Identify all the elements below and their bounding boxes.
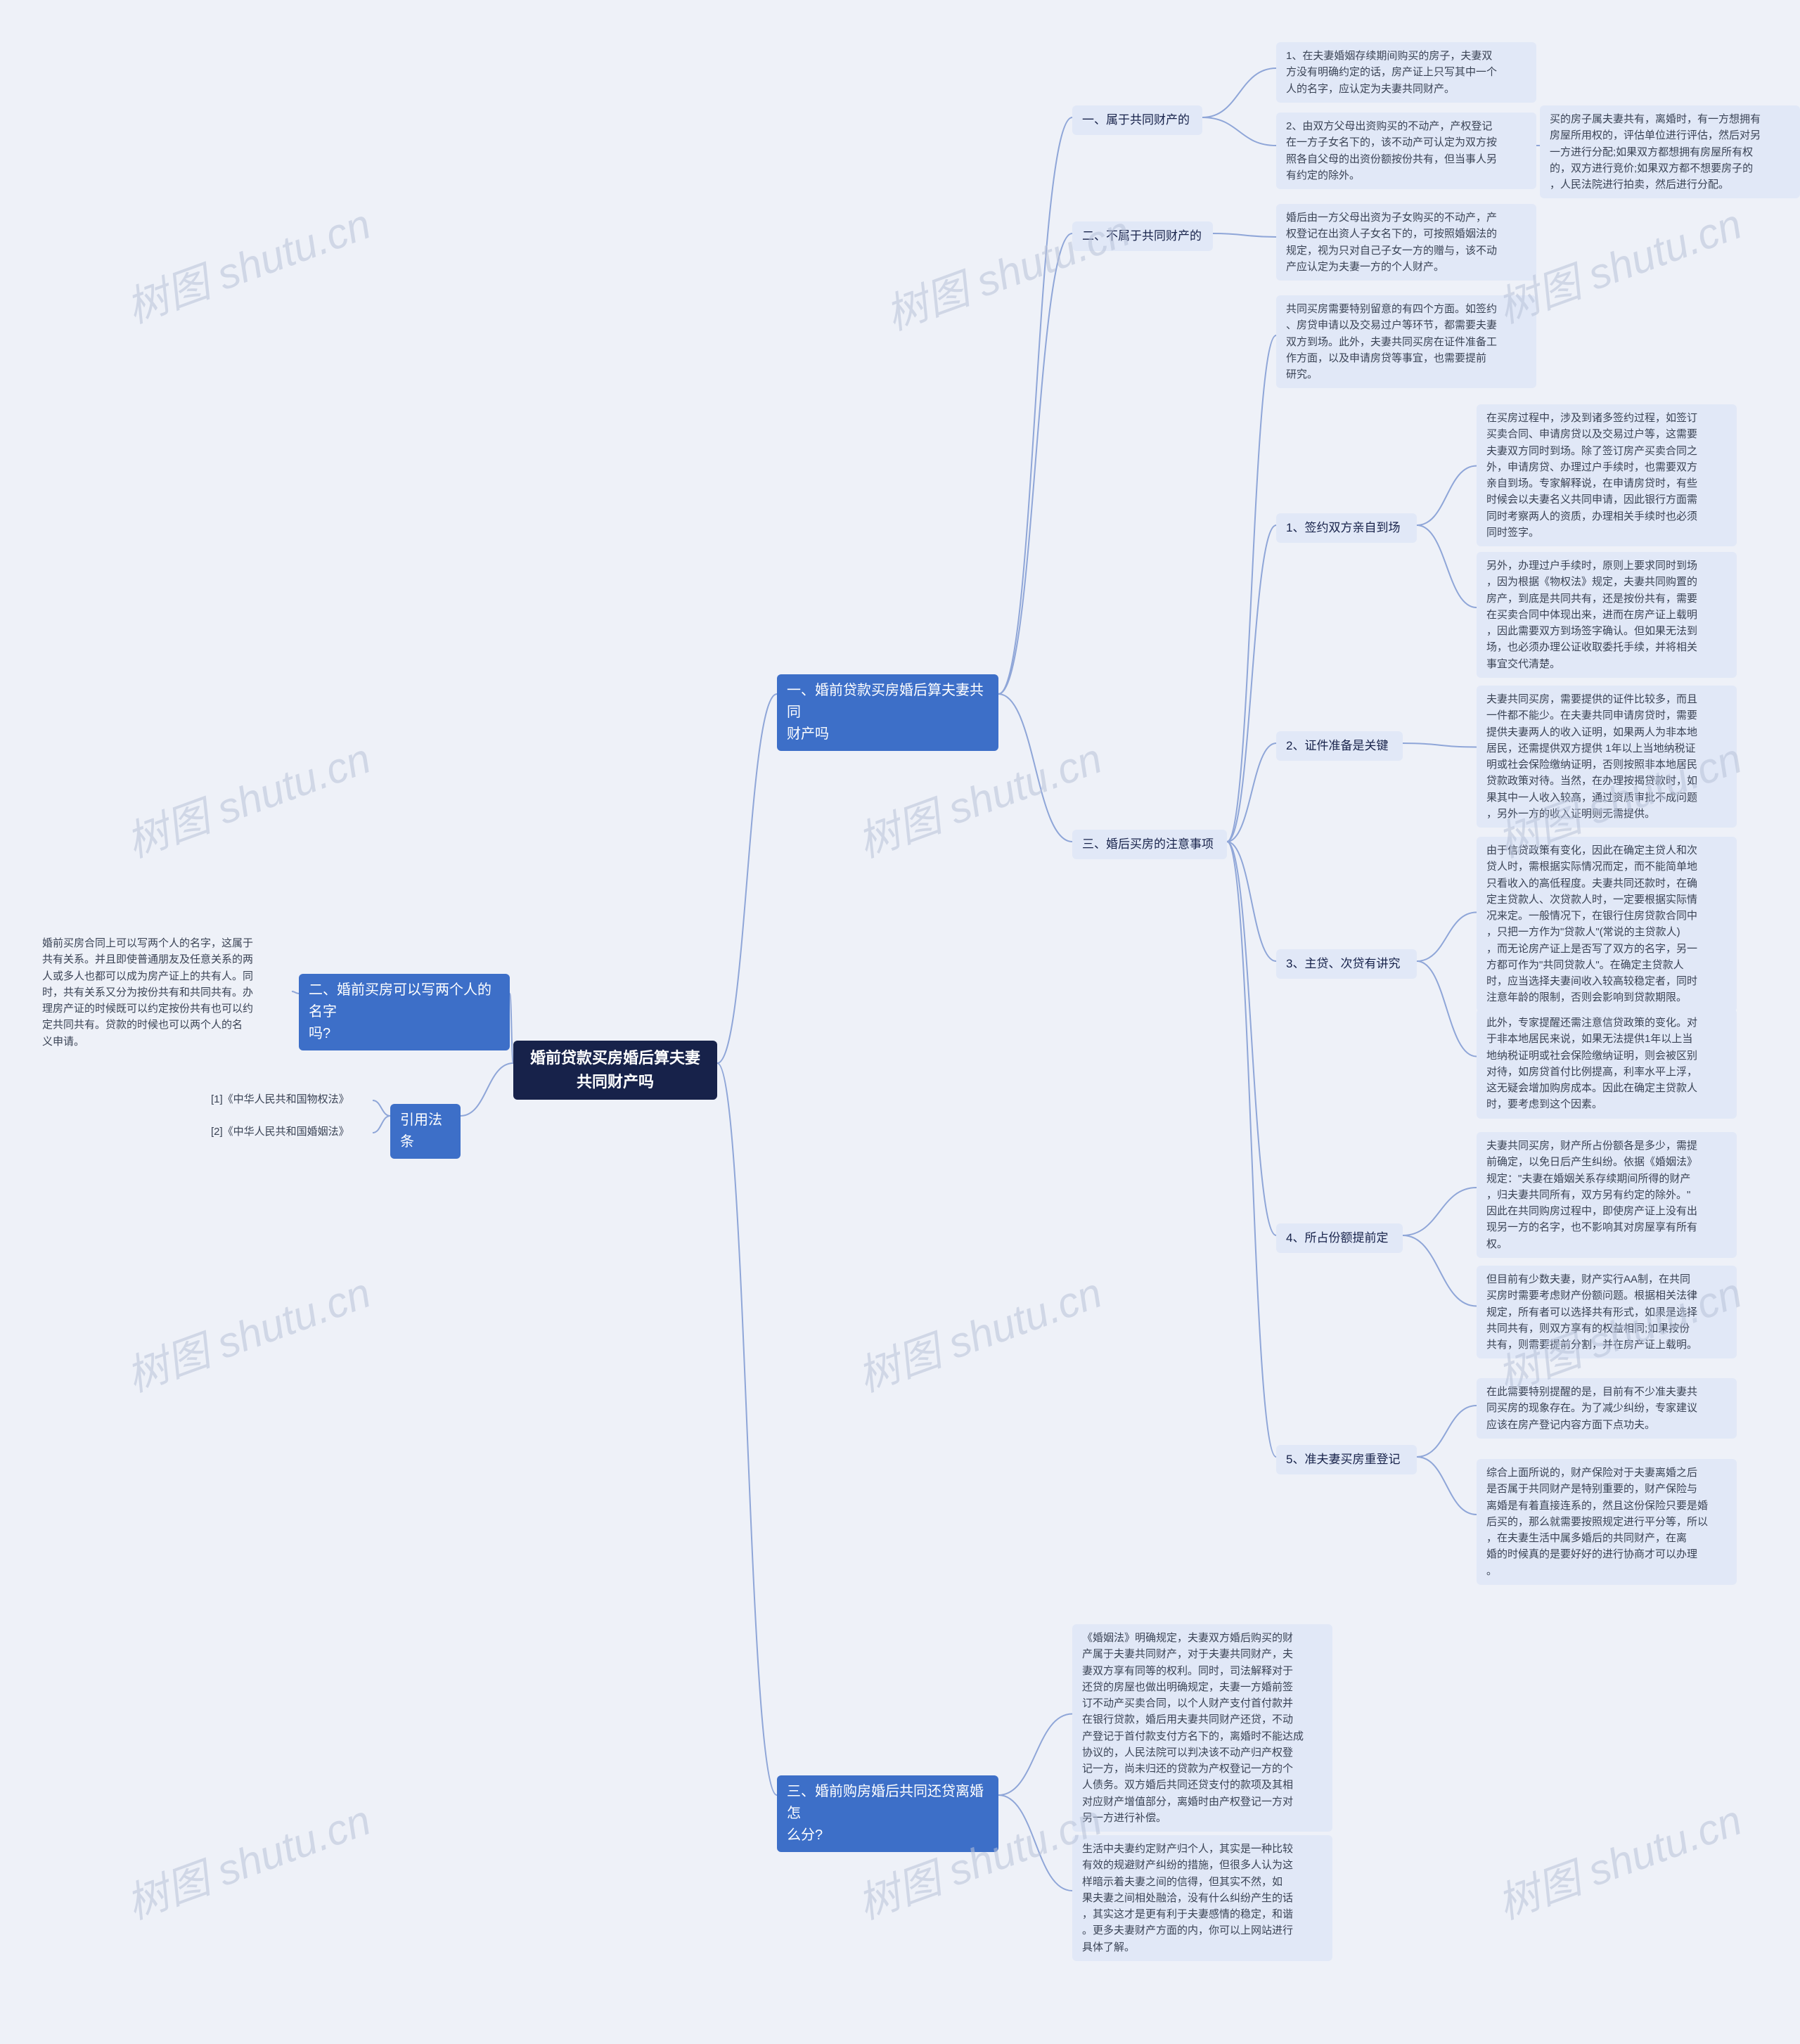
mindmap-edge xyxy=(717,1063,777,1795)
mindmap-edge xyxy=(461,1063,513,1116)
mindmap-edge xyxy=(998,1795,1072,1891)
mindmap-edge xyxy=(373,1116,390,1133)
mindmap-edge xyxy=(1227,842,1276,1457)
mindmap-edge xyxy=(1227,335,1276,842)
mindmap-node-nLaw2: [2]《中华人民共和国婚姻法》 xyxy=(211,1124,373,1140)
mindmap-node-n1C5a: 在此需要特别提醒的是，目前有不少准夫妻共 同买房的现象存在。为了减少纠纷，专家建… xyxy=(1477,1378,1737,1439)
mindmap-node-n1A: 一、属于共同财产的 xyxy=(1072,105,1202,135)
mindmap-edge xyxy=(1417,961,1477,1057)
mindmap-node-n2: 二、婚前买房可以写两个人的名字 吗? xyxy=(299,974,510,1050)
mindmap-edge xyxy=(1202,68,1276,117)
mindmap-root-root: 婚前贷款买房婚后算夫妻 共同财产吗 xyxy=(513,1041,717,1100)
mindmap-node-n1C0: 共同买房需要特别留意的有四个方面。如签约 、房贷申请以及交易过户等环节，都需要夫… xyxy=(1276,295,1536,388)
mindmap-edge xyxy=(1213,233,1276,237)
mindmap-node-n1A2: 2、由双方父母出资购买的不动产，产权登记 在一方子女名下的，该不动产可认定为双方… xyxy=(1276,113,1536,189)
mindmap-node-n1C2: 2、证件准备是关键 xyxy=(1276,731,1403,761)
mindmap-edge xyxy=(1227,743,1276,842)
mindmap-node-n3a: 《婚姻法》明确规定，夫妻双方婚后购买的财 产属于夫妻共同财产，对于夫妻共同财产，… xyxy=(1072,1624,1332,1832)
mindmap-node-n1C4b: 但目前有少数夫妻，财产实行AA制，在共同 买房时需要考虑财产份额问题。根据相关法… xyxy=(1477,1266,1737,1358)
mindmap-node-n1C3b: 此外，专家提醒还需注意信贷政策的变化。对 于非本地居民来说，如果无法提供1年以上… xyxy=(1477,1009,1737,1119)
mindmap-node-n2a: 婚前买房合同上可以写两个人的名字，这属于 共有关系。并且即使普通朋友及任意关系的… xyxy=(42,935,292,1050)
mindmap-edge xyxy=(717,694,777,1063)
mindmap-node-n1: 一、婚前贷款买房婚后算夫妻共同 财产吗 xyxy=(777,674,998,751)
mindmap-node-n1A1: 1、在夫妻婚姻存续期间购买的房子，夫妻双 方没有明确约定的话，房产证上只写其中一… xyxy=(1276,42,1536,103)
mindmap-edge xyxy=(1403,1188,1477,1235)
mindmap-edge xyxy=(1417,525,1477,608)
mindmap-node-nLaw: 引用法条 xyxy=(390,1104,461,1159)
mindmap-node-n3b: 生活中夫妻约定财产归个人，其实是一种比较 有效的规避财产纠纷的措施，但很多人认为… xyxy=(1072,1835,1332,1961)
mindmap-node-n1C5b: 综合上面所说的，财产保险对于夫妻离婚之后 是否属于共同财产是特别重要的，财产保险… xyxy=(1477,1459,1737,1585)
mindmap-node-nLaw1: [1]《中华人民共和国物权法》 xyxy=(211,1091,373,1107)
mindmap-node-n1B: 二、不属于共同财产的 xyxy=(1072,221,1213,251)
mindmap-node-n1C: 三、婚后买房的注意事项 xyxy=(1072,830,1227,859)
mindmap-edge xyxy=(998,117,1072,694)
mindmap-edge xyxy=(998,1714,1072,1796)
mindmap-edge xyxy=(998,694,1072,842)
mindmap-edge xyxy=(1202,117,1276,146)
mindmap-edge xyxy=(1403,743,1477,747)
mindmap-edge xyxy=(1417,466,1477,526)
mindmap-node-n1C1b: 另外，办理过户手续时，原则上要求同时到场 ，因为根据《物权法》规定，夫妻共同购置… xyxy=(1477,552,1737,678)
mindmap-node-n1C3a: 由于信贷政策有变化，因此在确定主贷人和次 贷人时，需根据实际情况而定，而不能简单… xyxy=(1477,837,1737,1012)
mindmap-edge xyxy=(1417,913,1477,962)
mindmap-edge xyxy=(373,1100,390,1116)
mindmap-edge xyxy=(292,991,299,994)
mindmap-node-n1C4: 4、所占份额提前定 xyxy=(1276,1223,1403,1253)
mindmap-node-n1C4a: 夫妻共同买房，财产所占份额各是多少，需提 前确定，以免日后产生纠纷。依据《婚姻法… xyxy=(1477,1132,1737,1258)
mindmap-edge xyxy=(998,233,1072,694)
mindmap-node-n1B1: 婚后由一方父母出资为子女购买的不动产，产 权登记在出资人子女名下的，可按照婚姻法… xyxy=(1276,204,1536,281)
mindmap-node-n1A2a: 买的房子属夫妻共有，离婚时，有一方想拥有 房屋所用权的，评估单位进行评估，然后对… xyxy=(1540,105,1800,198)
mindmap-node-n3: 三、婚前购房婚后共同还贷离婚怎 么分? xyxy=(777,1775,998,1852)
mindmap-node-n1C3: 3、主贷、次贷有讲究 xyxy=(1276,949,1417,979)
mindmap-edge xyxy=(1403,1235,1477,1306)
mindmap-edge xyxy=(1417,1457,1477,1515)
mindmap-node-n1C2a: 夫妻共同买房，需要提供的证件比较多，而且 一件都不能少。在夫妻共同申请房贷时，需… xyxy=(1477,686,1737,828)
mindmap-node-n1C1: 1、签约双方亲自到场 xyxy=(1276,513,1417,543)
mindmap-edge xyxy=(1417,1406,1477,1457)
mindmap-node-n1C5: 5、准夫妻买房重登记 xyxy=(1276,1445,1417,1474)
mindmap-node-n1C1a: 在买房过程中，涉及到诸多签约过程，如签订 买卖合同、申请房贷以及交易过户等，这需… xyxy=(1477,404,1737,546)
